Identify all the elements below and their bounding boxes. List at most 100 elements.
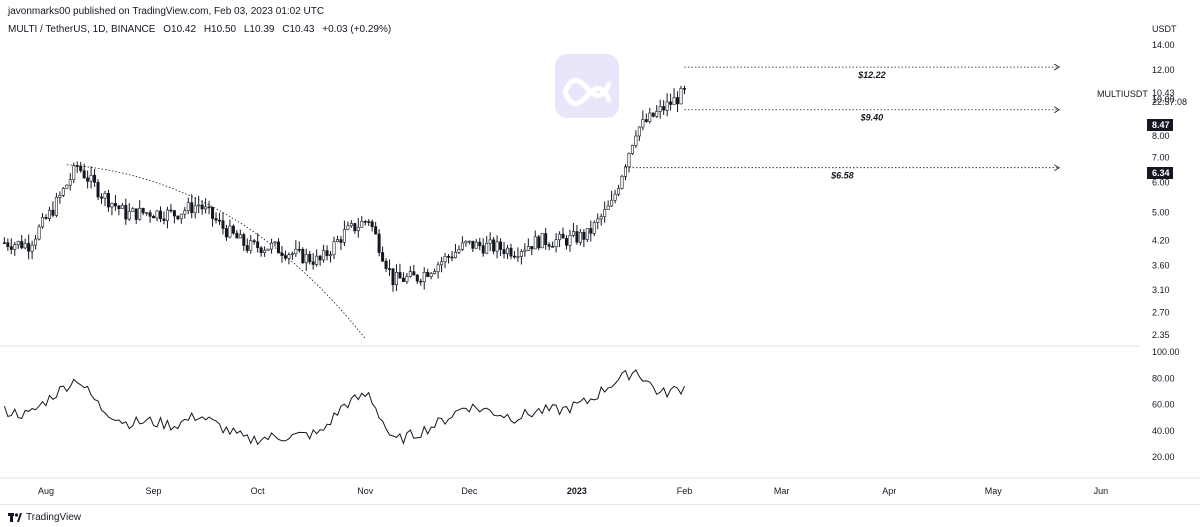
pair-name[interactable]: MULTI / TetherUS, 1D, BINANCE	[8, 24, 156, 35]
candle-body	[169, 209, 173, 212]
time-tick-label: Sep	[146, 486, 162, 496]
candle-body	[20, 241, 24, 249]
candle-body	[325, 250, 329, 256]
time-tick-label: Dec	[461, 486, 478, 496]
candle-body	[346, 225, 350, 230]
candle-body	[138, 207, 142, 220]
candle-body	[554, 239, 558, 248]
candle-body	[384, 260, 388, 269]
candle-body	[6, 242, 10, 247]
candle-body	[339, 239, 343, 243]
candle-body	[315, 255, 319, 265]
price-tick-label: 8.00	[1152, 131, 1170, 141]
candle-body	[311, 261, 315, 265]
candle-body	[571, 231, 575, 236]
candle-body	[363, 221, 367, 223]
candle-body	[141, 207, 145, 214]
candle-body	[478, 241, 482, 247]
candle-body	[37, 226, 41, 240]
brand-label: TradingView	[26, 512, 82, 523]
oscillator-tick-label: 20.00	[1152, 452, 1175, 462]
candle-body	[82, 170, 86, 179]
candle-body	[367, 221, 371, 223]
candle-body	[190, 202, 194, 214]
price-tick-label: 3.60	[1152, 261, 1170, 271]
candle-body	[467, 240, 471, 243]
candle-body	[603, 209, 607, 217]
candle-body	[391, 268, 395, 286]
ohlc-high: H10.50	[203, 24, 237, 35]
candle-body	[401, 277, 405, 282]
candle-body	[172, 210, 176, 217]
candle-body	[381, 252, 385, 262]
candle-body	[506, 247, 510, 255]
candle-body	[134, 208, 138, 220]
candle-body	[9, 246, 13, 250]
candle-body	[551, 246, 555, 248]
candle-body	[197, 204, 201, 207]
candle-body	[103, 193, 107, 199]
candle-body	[464, 240, 468, 244]
candle-body	[457, 249, 461, 253]
candle-body	[492, 239, 496, 252]
level-arrowhead	[1054, 164, 1061, 172]
candle-body	[322, 250, 326, 261]
candle-body	[516, 256, 520, 258]
candle-body	[558, 233, 562, 241]
candle-body	[228, 225, 232, 238]
price-tick-label: 2.70	[1152, 307, 1170, 317]
oscillator-tick-label: 60.00	[1152, 400, 1175, 410]
candle-body	[610, 199, 614, 207]
candle-body	[106, 193, 110, 208]
price-badge-8-47: 8.47	[1147, 119, 1173, 131]
candle-body	[398, 272, 402, 279]
candle-body	[644, 119, 648, 122]
candle-body	[61, 188, 65, 196]
candle-body	[658, 106, 662, 112]
tradingview-brand[interactable]: TradingView	[8, 512, 81, 523]
price-tick-label: 2.35	[1152, 330, 1170, 340]
candle-body	[204, 206, 208, 210]
candle-body	[214, 218, 218, 221]
candle-body	[124, 205, 128, 220]
price-chart-svg[interactable]: $12.22 $9.40 $6.58 14.00 12.00 10.00 8.00 7.00…	[0, 0, 1200, 504]
candle-body	[93, 174, 97, 183]
dotted-trend-arc	[66, 164, 366, 339]
candle-body	[308, 254, 312, 263]
candle-body	[578, 231, 582, 243]
candle-body	[79, 165, 83, 171]
price-tick-label: 4.20	[1152, 236, 1170, 246]
candle-body	[495, 241, 499, 252]
candle-body	[585, 228, 589, 240]
candle-body	[159, 210, 163, 220]
level-label: $9.40	[860, 113, 884, 123]
candle-body	[499, 241, 503, 250]
symbol-legend: MULTI / TetherUS, 1D, BINANCE O10.42 H10…	[8, 24, 396, 35]
candle-body	[329, 254, 333, 257]
level-label: $6.58	[830, 171, 854, 181]
time-tick-label: Feb	[677, 486, 693, 496]
candle-body	[408, 271, 412, 277]
candle-body	[530, 246, 534, 250]
footer-bar: TradingView	[0, 504, 1200, 527]
candle-body	[342, 229, 346, 243]
candle-body	[564, 237, 568, 246]
time-tick-label: Jun	[1094, 486, 1109, 496]
candle-body	[429, 273, 433, 277]
candle-body	[655, 111, 659, 117]
candle-body	[242, 234, 246, 246]
oscillator-line	[3, 369, 685, 446]
price-tick-label: 10.00	[1152, 95, 1175, 105]
candle-body	[287, 254, 291, 259]
candle-body	[16, 241, 20, 246]
candle-body	[245, 245, 249, 251]
candle-body	[165, 209, 169, 221]
candle-body	[27, 243, 31, 252]
price-tick-label: 3.10	[1152, 285, 1170, 295]
candle-body	[256, 241, 260, 249]
candle-body	[100, 196, 104, 199]
countdown-label: 22:57:08	[1152, 97, 1187, 107]
time-tick-label: Apr	[882, 486, 896, 496]
candle-body	[193, 205, 197, 214]
